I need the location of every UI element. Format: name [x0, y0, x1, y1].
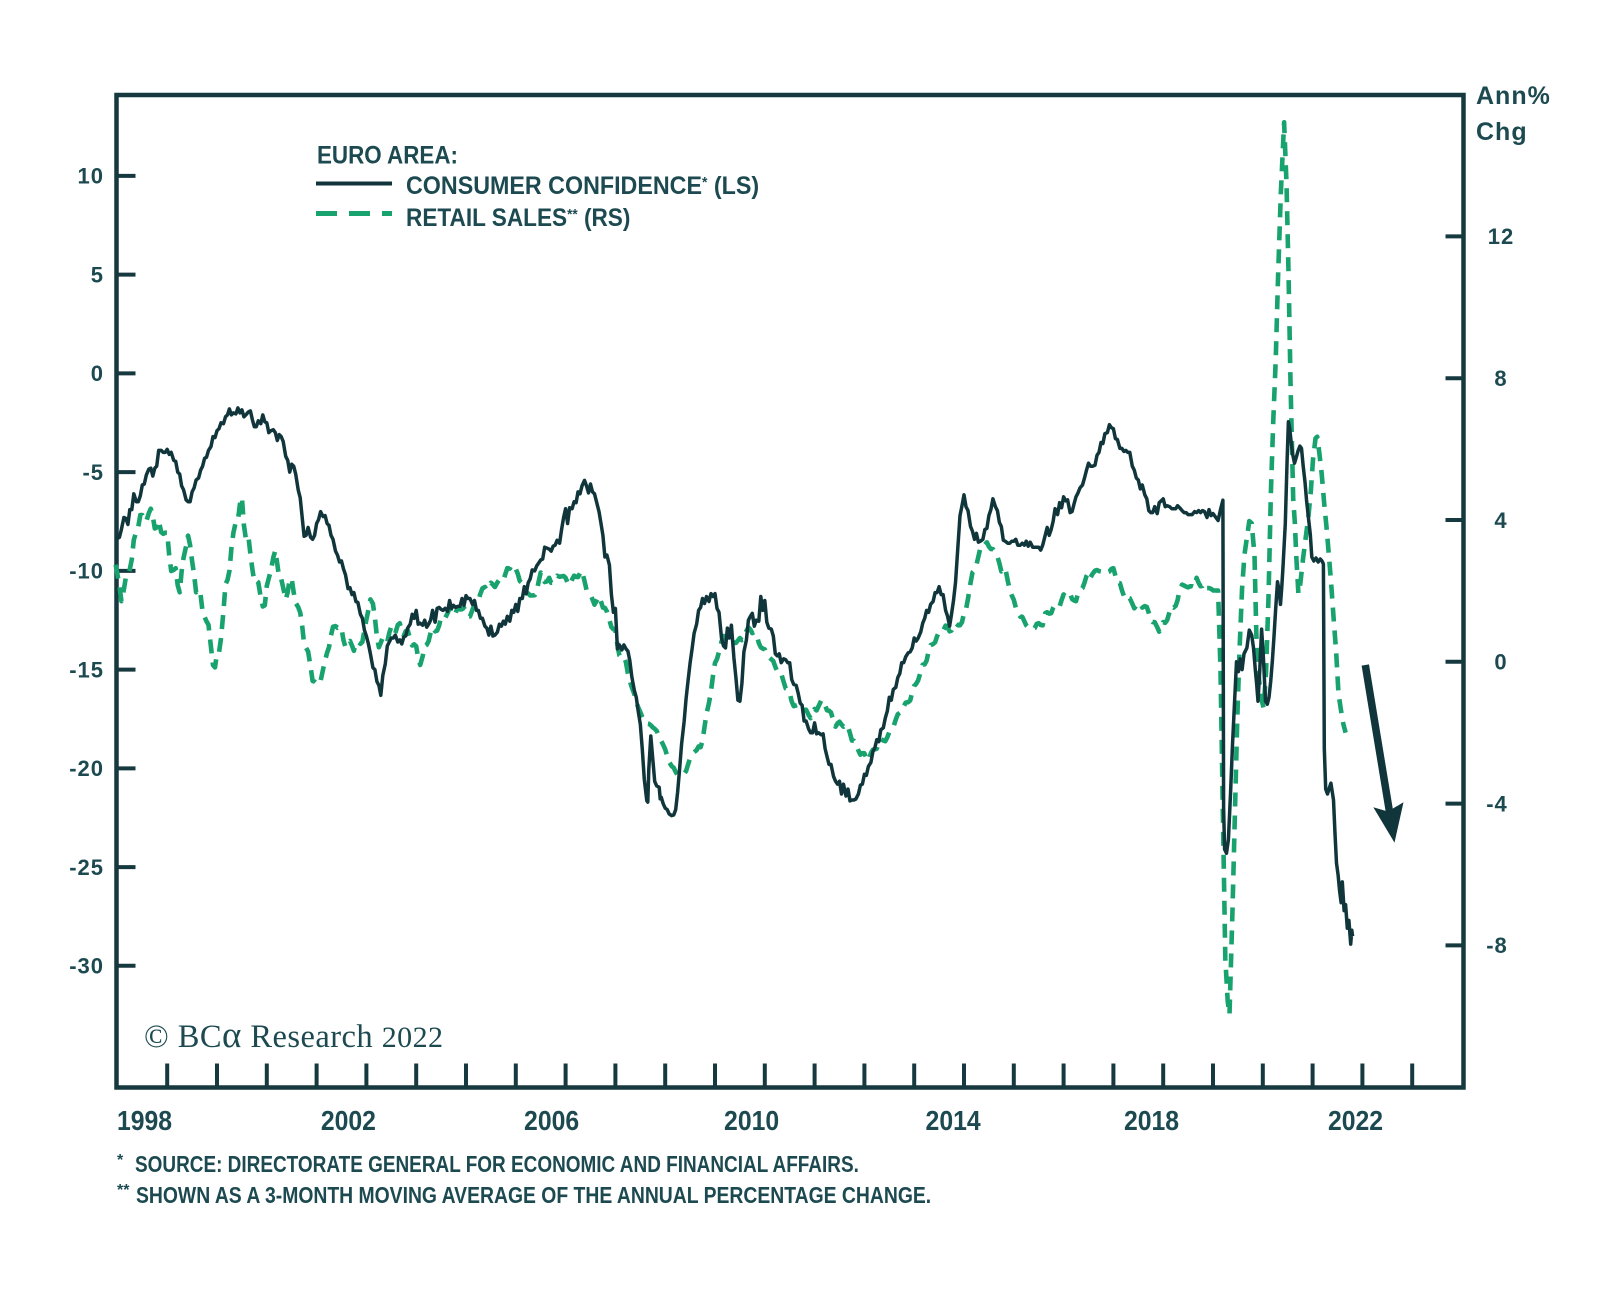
svg-text:2022: 2022 — [1328, 1105, 1383, 1137]
svg-text:-10: -10 — [69, 559, 104, 584]
svg-text:Ann%: Ann% — [1476, 82, 1551, 110]
svg-text:8: 8 — [1494, 366, 1507, 391]
svg-text:1998: 1998 — [117, 1105, 172, 1137]
svg-text:0: 0 — [1494, 650, 1507, 675]
svg-text:EURO AREA:: EURO AREA: — [317, 142, 458, 169]
svg-text:CONSUMER CONFIDENCE* (LS): CONSUMER CONFIDENCE* (LS) — [406, 172, 759, 200]
svg-text:2014: 2014 — [926, 1105, 981, 1137]
svg-text:-15: -15 — [69, 657, 104, 682]
svg-text:2002: 2002 — [321, 1105, 376, 1137]
svg-text:5: 5 — [91, 262, 104, 287]
svg-text:12: 12 — [1488, 224, 1514, 249]
svg-text:-5: -5 — [82, 460, 104, 485]
svg-text:0: 0 — [91, 361, 104, 386]
svg-text:-30: -30 — [69, 954, 104, 979]
svg-text:Chg: Chg — [1476, 118, 1528, 146]
svg-text:SHOWN AS A 3-MONTH MOVING AVER: SHOWN AS A 3-MONTH MOVING AVERAGE OF THE… — [136, 1182, 931, 1208]
svg-text:**: ** — [117, 1182, 130, 1199]
svg-text:RETAIL SALES** (RS): RETAIL SALES** (RS) — [406, 204, 630, 232]
svg-text:2010: 2010 — [724, 1105, 779, 1137]
svg-text:-25: -25 — [69, 855, 104, 880]
svg-text:10: 10 — [78, 164, 104, 189]
svg-text:SOURCE: DIRECTORATE GENERAL FO: SOURCE: DIRECTORATE GENERAL FOR ECONOMIC… — [135, 1151, 859, 1177]
svg-text:-8: -8 — [1486, 933, 1508, 958]
svg-text:*: * — [117, 1152, 124, 1169]
svg-text:2018: 2018 — [1124, 1105, 1179, 1137]
svg-text:2006: 2006 — [524, 1105, 579, 1137]
svg-text:-20: -20 — [69, 756, 104, 781]
svg-text:4: 4 — [1494, 508, 1507, 533]
svg-text:-4: -4 — [1486, 791, 1508, 816]
svg-text:© BCα Research 2022: © BCα Research 2022 — [144, 1015, 444, 1056]
